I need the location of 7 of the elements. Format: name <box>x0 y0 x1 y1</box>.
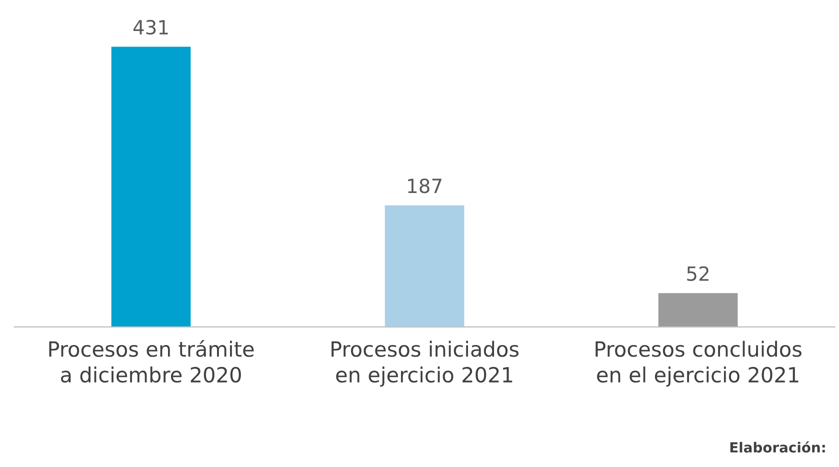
text: Elaboración: <box>730 441 825 453</box>
x-tick-label: Procesos concluidos en el ejercicio 2021 <box>596 340 802 387</box>
x-tick-label: Procesos en trámite a diciembre 2020 <box>49 340 254 383</box>
x-tick-label: Procesos iniciados en ejercicio 2021 <box>332 340 519 387</box>
data-label: 52 <box>687 266 708 281</box>
data-label: 431 <box>133 20 168 35</box>
data-label: 187 <box>408 178 442 194</box>
